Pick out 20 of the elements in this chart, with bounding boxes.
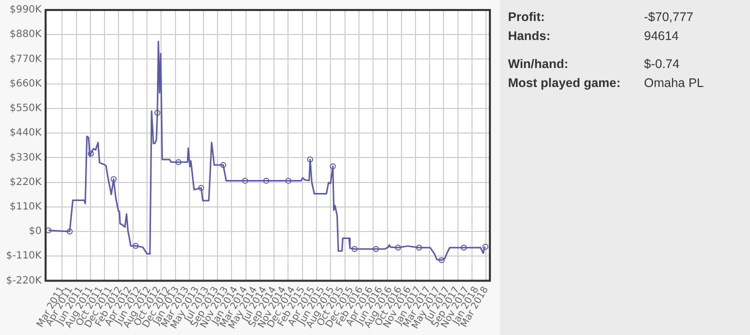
y-tick-label: $770K [10,54,42,65]
text: Win/hand: [508,56,570,73]
y-tick-label: $550K [10,103,42,114]
y-tick-label: $-110K [6,250,42,262]
text: Omaha PL [644,75,704,92]
y-tick-label: $660K [10,78,42,90]
y-tick-label: $220K [10,176,42,188]
y-tick-label: $-220K [6,275,42,286]
text: $-0.74 [644,56,680,73]
y-tick-label: $880K [10,29,42,40]
y-tick-label: $110K [10,201,42,212]
y-tick-label: $440K [10,128,42,139]
text: Profit: [508,9,546,26]
text: 94614 [644,28,679,45]
y-tick-label: $330K [10,152,42,164]
y-tick-label: $0 [28,226,42,238]
y-tick-label: $990K [10,4,42,16]
text: Hands: [508,28,552,45]
text: -$70,777 [644,9,694,26]
text: Most played game: [508,75,622,92]
